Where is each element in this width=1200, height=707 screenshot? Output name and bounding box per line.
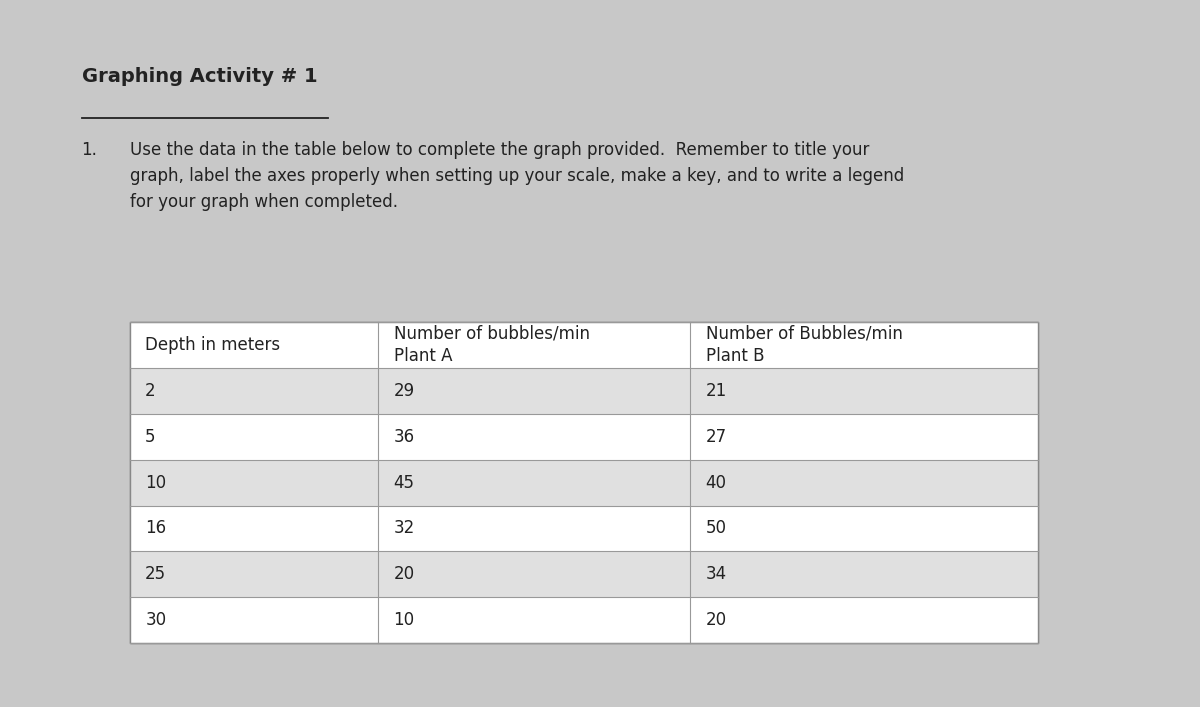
Text: 25: 25 bbox=[145, 566, 167, 583]
Bar bbox=[130, 322, 1038, 368]
Text: 27: 27 bbox=[706, 428, 727, 445]
Bar bbox=[130, 322, 1038, 643]
Text: 20: 20 bbox=[394, 566, 415, 583]
Text: 29: 29 bbox=[394, 382, 415, 399]
Text: Depth in meters: Depth in meters bbox=[145, 336, 281, 354]
Text: 5: 5 bbox=[145, 428, 156, 445]
Text: Graphing Activity # 1: Graphing Activity # 1 bbox=[82, 67, 317, 86]
Text: 10: 10 bbox=[394, 612, 415, 629]
Text: 1.: 1. bbox=[82, 141, 97, 159]
Text: Use the data in the table below to complete the graph provided.  Remember to tit: Use the data in the table below to compl… bbox=[130, 141, 904, 211]
Text: Number of bubbles/min
Plant A: Number of bubbles/min Plant A bbox=[394, 325, 589, 365]
Text: 32: 32 bbox=[394, 520, 415, 537]
Bar bbox=[130, 551, 1038, 597]
Text: 36: 36 bbox=[394, 428, 415, 445]
Text: Number of Bubbles/min
Plant B: Number of Bubbles/min Plant B bbox=[706, 325, 902, 365]
Bar bbox=[130, 414, 1038, 460]
Bar bbox=[130, 460, 1038, 506]
Text: 21: 21 bbox=[706, 382, 727, 399]
Text: 2: 2 bbox=[145, 382, 156, 399]
Bar bbox=[130, 368, 1038, 414]
Text: 34: 34 bbox=[706, 566, 727, 583]
Text: 30: 30 bbox=[145, 612, 167, 629]
Text: 45: 45 bbox=[394, 474, 415, 491]
Text: 10: 10 bbox=[145, 474, 167, 491]
Text: 50: 50 bbox=[706, 520, 726, 537]
Text: 20: 20 bbox=[706, 612, 727, 629]
Text: 16: 16 bbox=[145, 520, 167, 537]
Text: 40: 40 bbox=[706, 474, 726, 491]
Bar bbox=[130, 322, 1038, 643]
Bar bbox=[130, 506, 1038, 551]
Bar bbox=[130, 597, 1038, 643]
